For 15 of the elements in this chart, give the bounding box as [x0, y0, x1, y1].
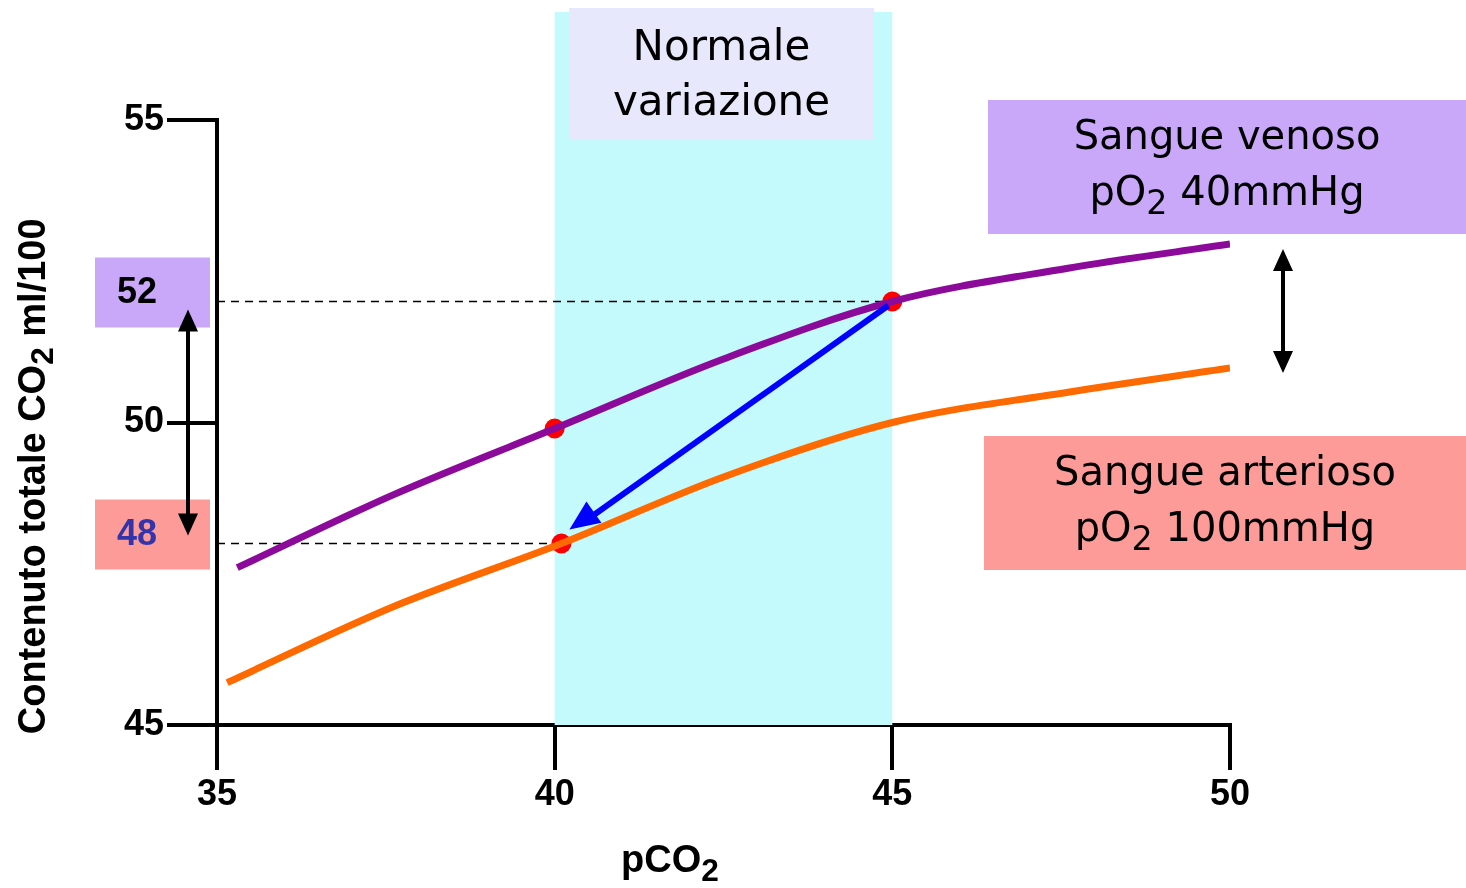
x-tick-label: 35 — [196, 771, 238, 813]
y-tick-label: 45 — [123, 701, 164, 743]
ref-line-label: 52 — [116, 270, 158, 312]
band-label: Normale variazione — [611, 20, 832, 127]
x-axis-title: pCO$_{2}$ — [620, 838, 720, 888]
x-tick-label: 40 — [534, 771, 575, 813]
label-box: Sangue arterioso pO$_{2}$ 100mmHg — [984, 436, 1466, 570]
series-label: Sangue venoso pO$_{2}$ 40mmHg — [1073, 111, 1381, 225]
y-tick-label: 50 — [123, 399, 164, 441]
x-tick-label: 50 — [1209, 771, 1251, 813]
label-box: Sangue venoso pO$_{2}$ 40mmHg — [988, 100, 1466, 234]
series-label: Sangue arterioso pO$_{2}$ 100mmHg — [1054, 447, 1396, 561]
y-tick-label: 55 — [123, 96, 164, 138]
ref-line-label: 48 — [116, 512, 158, 554]
x-tick-label: 45 — [872, 771, 913, 813]
